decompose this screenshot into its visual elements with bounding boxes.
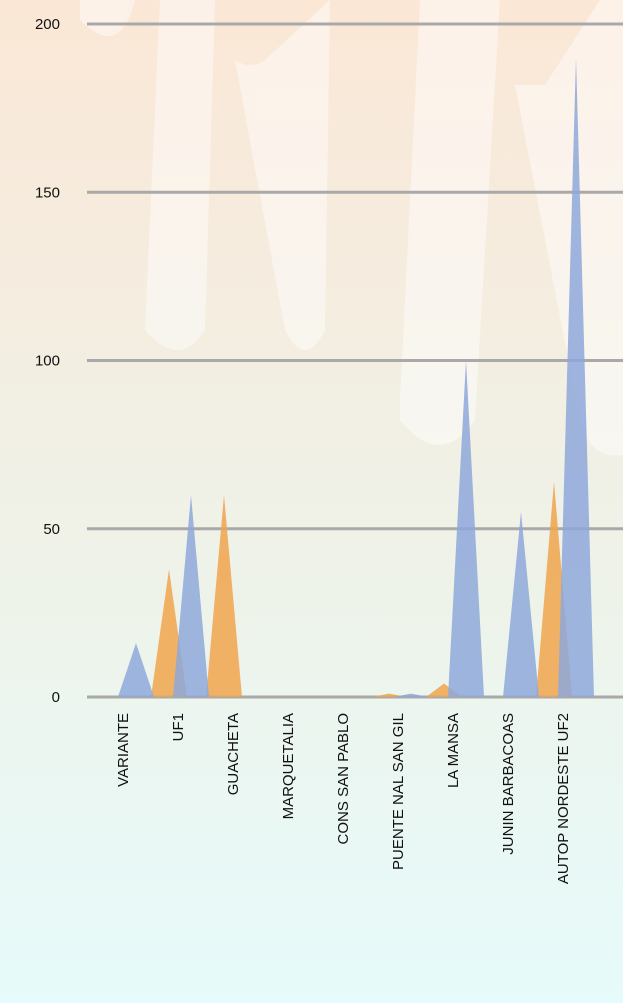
spike bbox=[448, 360, 484, 697]
y-tick-label: 200 bbox=[35, 16, 60, 33]
x-tick-label: UF1 bbox=[170, 713, 187, 741]
spike bbox=[206, 495, 242, 697]
spike bbox=[503, 511, 539, 697]
y-tick-label: 100 bbox=[35, 353, 60, 370]
y-tick-label: 50 bbox=[43, 521, 60, 538]
x-tick-label: PUENTE NAL SAN GIL bbox=[390, 713, 407, 870]
x-tick-label: MARQUETALIA bbox=[280, 713, 297, 819]
spike bbox=[393, 693, 429, 697]
decoration bbox=[80, 0, 623, 456]
spike bbox=[173, 495, 209, 697]
x-tick-label: AUTOP NORDESTE UF2 bbox=[555, 713, 572, 884]
spike bbox=[118, 643, 154, 697]
x-tick-label: LA MANSA bbox=[445, 713, 462, 788]
x-tick-label: VARIANTE bbox=[115, 713, 132, 787]
y-tick-label: 150 bbox=[35, 184, 60, 201]
y-tick-label: 0 bbox=[52, 689, 60, 706]
x-tick-label: CONS SAN PABLO bbox=[335, 713, 352, 844]
x-tick-label: JUNIN BARBACOAS bbox=[500, 713, 517, 855]
spike bbox=[558, 57, 594, 697]
x-tick-label: GUACHETA bbox=[225, 713, 242, 795]
